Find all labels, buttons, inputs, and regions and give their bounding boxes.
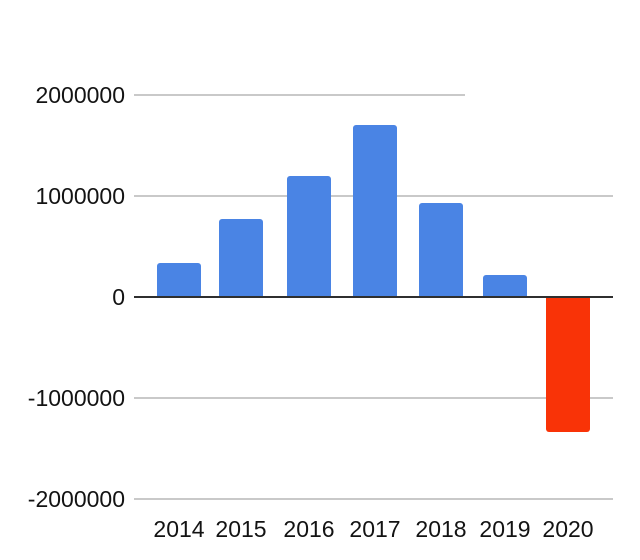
gridline--2000000: [134, 498, 613, 501]
x-tick-label-2016: 2016: [283, 516, 335, 542]
bar-2020: [546, 297, 590, 432]
x-tick-label-2015: 2015: [215, 516, 267, 542]
x-tick-label-2020: 2020: [542, 516, 594, 542]
gridline-2000000: [134, 93, 465, 96]
x-tick-label-2018: 2018: [415, 516, 467, 542]
x-tick-label-2014: 2014: [153, 516, 205, 542]
x-axis-zero-line: [134, 296, 613, 298]
bar-2014: [157, 262, 201, 297]
x-tick-label-2017: 2017: [349, 516, 401, 542]
bar-2016: [287, 175, 331, 297]
y-tick-label-2000000: 2000000: [35, 81, 125, 108]
bar-2019: [483, 274, 527, 297]
bar-2015: [219, 219, 263, 297]
y-tick-label-1000000: 1000000: [35, 182, 125, 209]
gridline--1000000: [134, 397, 613, 400]
y-tick-label--2000000: -2000000: [27, 486, 125, 513]
x-tick-label-2019: 2019: [479, 516, 531, 542]
y-tick-label-0: 0: [112, 284, 125, 310]
bar-2017: [353, 124, 397, 297]
bar-2018: [419, 202, 463, 297]
y-tick-label--1000000: -1000000: [27, 385, 125, 412]
